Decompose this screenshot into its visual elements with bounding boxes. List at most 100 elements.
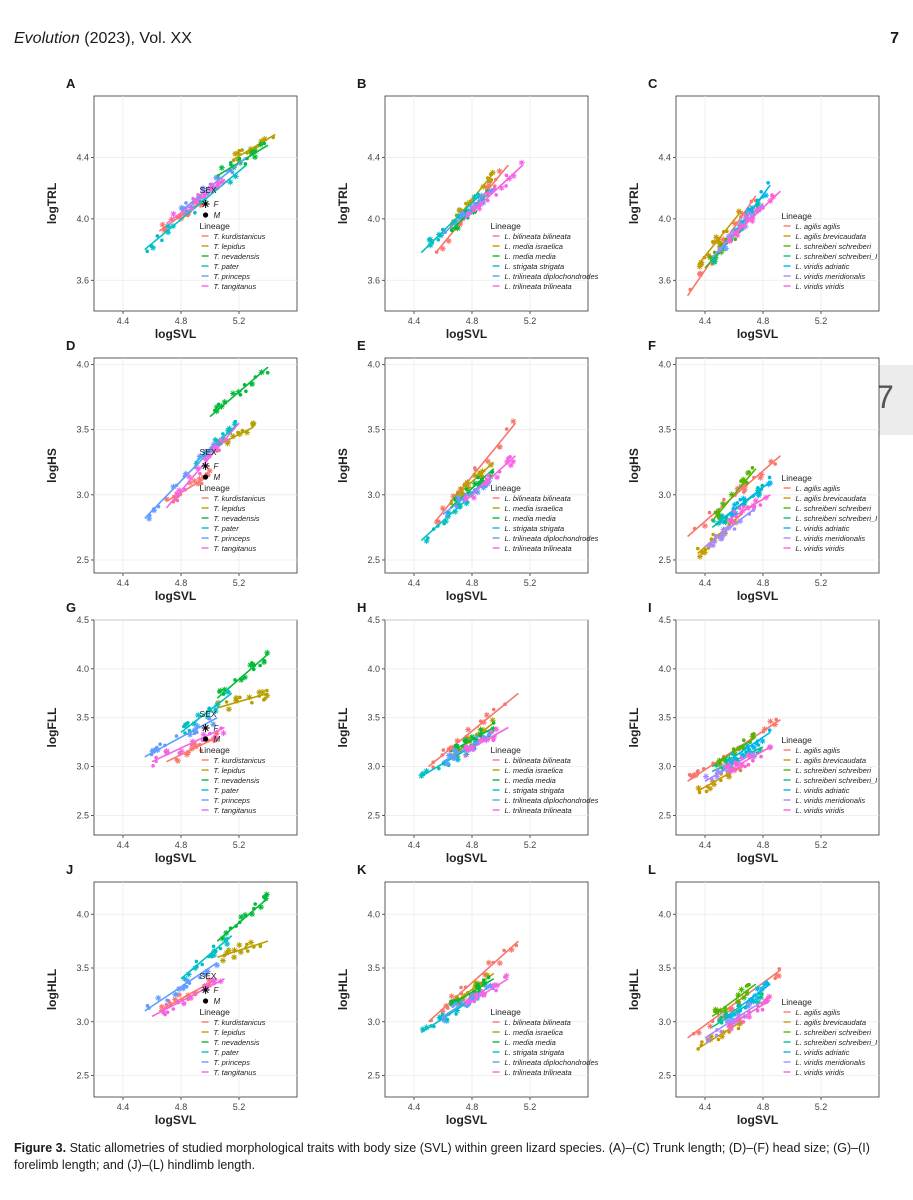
female-point bbox=[448, 993, 455, 1000]
female-point bbox=[483, 712, 490, 719]
female-point bbox=[483, 984, 490, 991]
male-point bbox=[508, 455, 512, 459]
female-point bbox=[767, 718, 774, 725]
x-axis-label: logSVL bbox=[737, 851, 778, 865]
female-point bbox=[726, 773, 733, 780]
male-point bbox=[767, 728, 772, 732]
male-point bbox=[774, 717, 778, 722]
male-point bbox=[217, 690, 221, 694]
x-tick-label: 4.4 bbox=[699, 1102, 712, 1112]
x-tick-label: 4.4 bbox=[408, 1102, 421, 1112]
y-tick-label: 3.5 bbox=[658, 713, 671, 723]
female-point bbox=[211, 977, 218, 984]
y-tick-label: 4.0 bbox=[367, 214, 380, 224]
x-tick-label: 5.2 bbox=[233, 316, 246, 326]
legend-lineage-label: L. viridis viridis bbox=[796, 806, 845, 815]
male-point bbox=[756, 996, 760, 1000]
female-point bbox=[193, 743, 199, 750]
y-tick-label: 2.5 bbox=[658, 810, 671, 820]
male-point bbox=[491, 721, 496, 725]
male-point bbox=[759, 754, 763, 759]
panel-c: C 4.4 4.8 5.2 3.6 4.0 4.4 logSVL logTRL Lineage L.… bbox=[596, 76, 886, 348]
legend-lineage-label: T. kurdistanicus bbox=[214, 232, 266, 241]
female-point bbox=[443, 1017, 450, 1024]
female-point bbox=[195, 195, 202, 202]
y-tick-label: 4.0 bbox=[658, 664, 671, 674]
female-point bbox=[701, 549, 708, 556]
female-point bbox=[209, 182, 216, 189]
female-point bbox=[749, 218, 756, 224]
x-tick-label: 4.8 bbox=[175, 578, 188, 588]
female-point bbox=[757, 474, 764, 481]
series-7 bbox=[726, 494, 771, 525]
female-point bbox=[235, 150, 242, 157]
legend-lineage-label: L. trilineata diplochondrodes bbox=[505, 272, 599, 281]
male-point bbox=[727, 763, 732, 767]
panel-a: A 4.4 4.8 5.2 3.6 4.0 4.4 logSVL logTRL SEX F M Line… bbox=[14, 76, 304, 348]
female-point bbox=[717, 535, 724, 542]
y-axis-label: logFLL bbox=[45, 708, 59, 748]
series-1 bbox=[687, 967, 782, 1039]
male-point bbox=[237, 156, 242, 161]
scatter-plot: 4.4 4.8 5.2 3.6 4.0 4.4 logSVL logTRL SEX FMLinea… bbox=[45, 95, 298, 341]
regression-line bbox=[180, 692, 233, 734]
x-tick-label: 5.2 bbox=[815, 840, 828, 850]
scatter-plot: 4.4 4.8 5.2 2.5 3.0 3.5 4.0 logSVL logHLL Lineage… bbox=[627, 881, 880, 1127]
legend-lineage-label: L. strigata strigata bbox=[505, 786, 565, 795]
male-point bbox=[719, 1015, 723, 1019]
male-point bbox=[751, 744, 755, 749]
male-point bbox=[481, 978, 486, 982]
female-point bbox=[215, 699, 222, 706]
female-point bbox=[206, 467, 213, 474]
regression-line bbox=[166, 736, 218, 763]
plot-area bbox=[384, 357, 589, 574]
male-point bbox=[230, 170, 235, 175]
female-point bbox=[454, 737, 461, 744]
female-point bbox=[471, 194, 478, 200]
female-point bbox=[163, 748, 170, 755]
female-point bbox=[739, 762, 746, 769]
y-tick-label: 4.4 bbox=[76, 152, 89, 162]
caption-label: Figure 3. bbox=[14, 1141, 67, 1155]
female-point bbox=[165, 223, 172, 230]
x-tick-label: 5.2 bbox=[524, 578, 537, 588]
female-point bbox=[172, 996, 179, 1003]
male-point bbox=[474, 993, 479, 997]
regression-line bbox=[704, 507, 757, 548]
male-point bbox=[145, 249, 149, 253]
female-point bbox=[165, 229, 172, 236]
legend-male-label: M bbox=[214, 473, 221, 482]
y-tick-label: 3.0 bbox=[76, 490, 89, 500]
female-point bbox=[159, 221, 166, 228]
x-tick-label: 4.8 bbox=[466, 1102, 479, 1112]
female-point bbox=[463, 500, 470, 507]
male-point bbox=[199, 481, 204, 486]
male-point bbox=[198, 975, 202, 980]
legend-lineage-label: T. tangitanus bbox=[214, 1068, 257, 1077]
female-point bbox=[452, 496, 459, 503]
legend-lineage-label: L. strigata strigata bbox=[505, 262, 565, 271]
x-tick-label: 4.8 bbox=[757, 1102, 770, 1112]
legend-lineage-label: T. kurdistanicus bbox=[214, 756, 266, 765]
female-point bbox=[454, 756, 461, 763]
female-point bbox=[444, 760, 451, 767]
female-point bbox=[749, 205, 755, 211]
legend-lineage-label: T. lepidus bbox=[214, 504, 246, 513]
female-point bbox=[160, 1008, 167, 1015]
y-tick-label: 3.0 bbox=[76, 1017, 89, 1027]
male-point bbox=[758, 503, 763, 507]
x-tick-label: 5.2 bbox=[524, 316, 537, 326]
legend-sex-title: SEX bbox=[200, 971, 217, 981]
female-point bbox=[237, 949, 244, 956]
scatter-plot: 4.4 4.8 5.2 2.5 3.0 3.5 4.0 4.5 logSVL logFLL Line… bbox=[336, 615, 599, 865]
legend-lineage-label: L. media media bbox=[505, 1038, 556, 1047]
male-point bbox=[262, 698, 266, 702]
female-point bbox=[249, 911, 255, 918]
x-axis-label: logSVL bbox=[737, 589, 778, 603]
male-point bbox=[703, 547, 708, 552]
female-point bbox=[149, 748, 156, 755]
panel-letter: G bbox=[66, 600, 77, 615]
female-point bbox=[423, 768, 430, 775]
